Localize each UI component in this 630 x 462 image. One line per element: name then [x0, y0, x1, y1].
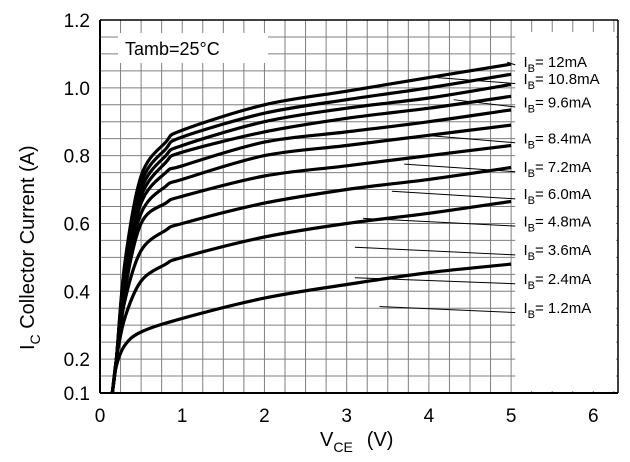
leader-line: [404, 163, 522, 173]
chart-axes: [99, 19, 619, 394]
leader-line: [363, 217, 522, 227]
leader-line: [453, 99, 522, 109]
leader-line: [391, 190, 522, 200]
x-tick-label: 0: [95, 406, 106, 427]
leader-line: [354, 246, 522, 256]
leader-line: [379, 306, 522, 314]
y-tick-label: 0.2: [64, 350, 90, 371]
series-label: IB= 9.6mA: [523, 95, 591, 116]
series-label: IB= 4.8mA: [523, 213, 591, 234]
series-label: IB= 6.0mA: [523, 186, 591, 207]
series-label: IB= 2.4mA: [523, 271, 591, 292]
x-tick-label: 3: [341, 406, 352, 427]
series-label: IB= 3.6mA: [523, 242, 591, 263]
annotation-box: [118, 33, 268, 63]
label-leader-lines: [354, 61, 522, 314]
curve-series: [110, 62, 512, 394]
y-tick-label: 0.6: [64, 214, 90, 235]
series-label: IB= 7.2mA: [523, 159, 591, 180]
x-tick-label: 1: [177, 406, 188, 427]
y-tick-label: 1.0: [64, 79, 90, 100]
annotation-temperature: Tamb=25°C: [125, 39, 220, 59]
curve-ib-10: [110, 62, 512, 394]
curve-ib-8: [110, 82, 512, 394]
leader-line: [437, 77, 522, 85]
tick-labels: 0 1 2 3 4 5 6 0.1 0.2 0.4 0.6 0.8 1.0 1.2: [64, 11, 599, 427]
x-tick-label: 6: [588, 406, 599, 427]
leader-line: [424, 134, 522, 144]
series-label: IB= 10.8mA: [523, 71, 599, 92]
curve-ib-2: [110, 199, 512, 394]
x-axis-title: VCE (V): [320, 429, 393, 455]
series-label: IB= 8.4mA: [523, 130, 591, 151]
y-tick-label: 0.4: [64, 282, 91, 303]
series-label: IB= 1.2mA: [523, 300, 591, 321]
curve-ib-1: [110, 262, 512, 394]
series-label: IB= 12mA: [523, 54, 587, 75]
x-tick-label: 4: [424, 406, 435, 427]
y-tick-label: 1.2: [64, 11, 90, 32]
y-tick-label: 0.8: [64, 147, 90, 168]
x-tick-label: 2: [259, 406, 270, 427]
y-axis-title: IC Collector Current (A): [17, 145, 43, 350]
label-panel: [515, 32, 616, 391]
x-tick-label: 5: [506, 406, 517, 427]
y-tick-label: 0.1: [64, 384, 90, 405]
leader-line: [354, 277, 522, 285]
